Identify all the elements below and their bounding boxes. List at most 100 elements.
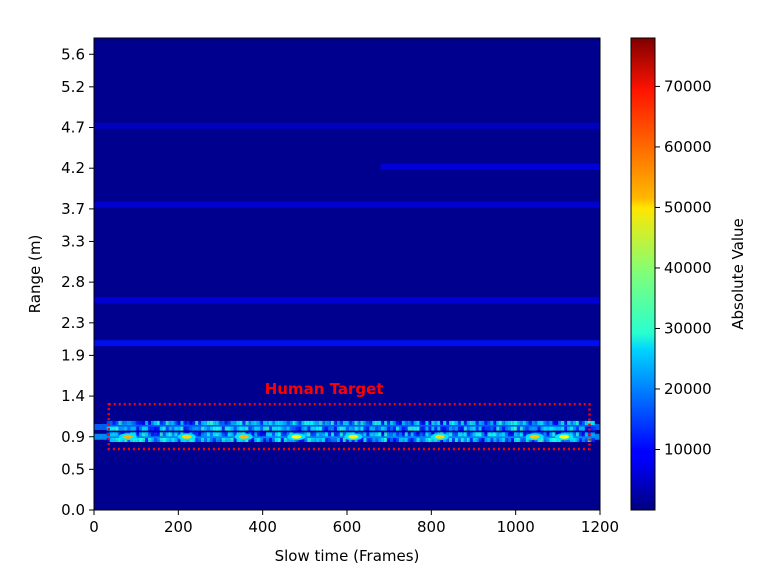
target-speckle bbox=[209, 426, 216, 431]
target-speckle bbox=[304, 438, 311, 443]
hotspot bbox=[529, 434, 540, 439]
target-speckle bbox=[451, 426, 458, 431]
target-speckle bbox=[109, 426, 114, 431]
target-speckle bbox=[115, 420, 120, 425]
y-axis-ticks: 0.0 0.5 0.9 1.4 1.9 2.3 2.8 3.3 3.7 4.2 4.7 5.2 5.6 bbox=[61, 45, 94, 519]
range-band bbox=[94, 297, 600, 304]
target-speckle bbox=[198, 420, 204, 425]
target-speckle bbox=[280, 426, 287, 431]
target-speckle bbox=[221, 426, 226, 431]
target-speckle bbox=[404, 438, 410, 443]
target-speckle bbox=[301, 438, 306, 443]
target-speckle bbox=[215, 432, 221, 437]
target-speckle bbox=[451, 420, 458, 425]
target-speckle bbox=[516, 432, 521, 437]
target-speckle bbox=[513, 420, 518, 425]
target-speckle bbox=[366, 420, 372, 425]
target-speckle bbox=[268, 426, 275, 431]
target-speckle bbox=[451, 432, 457, 437]
target-speckle bbox=[227, 426, 232, 431]
target-speckle bbox=[201, 432, 207, 437]
target-speckle bbox=[463, 438, 468, 443]
target-speckle bbox=[398, 426, 403, 431]
target-speckle bbox=[484, 420, 489, 425]
target-speckle bbox=[543, 426, 549, 431]
target-speckle bbox=[286, 432, 291, 437]
target-speckle bbox=[449, 426, 453, 431]
target-speckle bbox=[183, 420, 187, 425]
target-speckle bbox=[546, 420, 551, 425]
target-speckle bbox=[555, 438, 561, 443]
target-speckle bbox=[257, 432, 263, 437]
target-speckle bbox=[552, 438, 558, 443]
target-speckle bbox=[233, 426, 238, 431]
target-speckle bbox=[112, 432, 117, 437]
target-speckle bbox=[162, 438, 167, 443]
target-speckle bbox=[336, 438, 341, 443]
target-speckle bbox=[174, 420, 180, 425]
target-speckle bbox=[419, 420, 425, 425]
hotspot bbox=[434, 434, 445, 439]
target-speckle bbox=[490, 438, 494, 443]
target-speckle bbox=[342, 438, 348, 443]
target-speckle bbox=[254, 426, 261, 431]
target-speckle bbox=[499, 432, 505, 437]
target-speckle bbox=[145, 420, 149, 425]
target-speckle bbox=[307, 420, 314, 425]
target-speckle bbox=[363, 426, 369, 431]
target-speckle bbox=[581, 420, 587, 425]
colorbar-tick-label: 40000 bbox=[664, 259, 712, 277]
target-speckle bbox=[301, 426, 307, 431]
target-speckle bbox=[567, 438, 571, 443]
target-speckle bbox=[392, 420, 397, 425]
target-speckle bbox=[280, 432, 284, 437]
colorbar-tick-label: 20000 bbox=[664, 380, 712, 398]
target-speckle bbox=[381, 426, 386, 431]
target-speckle bbox=[395, 420, 401, 425]
target-speckle bbox=[469, 420, 476, 425]
target-speckle bbox=[360, 438, 366, 443]
target-speckle bbox=[384, 432, 390, 437]
y-tick-label: 0.5 bbox=[61, 460, 85, 478]
target-speckle bbox=[168, 432, 173, 437]
target-speckle bbox=[496, 438, 502, 443]
target-speckle bbox=[422, 432, 427, 437]
target-speckle bbox=[289, 438, 295, 443]
target-speckle bbox=[578, 432, 583, 437]
target-speckle bbox=[192, 420, 198, 425]
target-speckle bbox=[413, 420, 420, 425]
target-speckle bbox=[322, 432, 327, 437]
colorbar-tick-label: 30000 bbox=[664, 319, 712, 337]
target-speckle bbox=[449, 438, 453, 443]
target-speckle bbox=[195, 438, 199, 443]
x-tick-label: 1200 bbox=[581, 518, 619, 536]
target-speckle bbox=[348, 426, 354, 431]
target-speckle bbox=[115, 438, 121, 443]
target-speckle bbox=[339, 420, 343, 425]
target-speckle bbox=[578, 438, 583, 443]
x-tick-label: 0 bbox=[89, 518, 99, 536]
target-speckle bbox=[531, 420, 535, 425]
target-speckle bbox=[171, 432, 176, 437]
target-speckle bbox=[407, 438, 411, 443]
target-speckle bbox=[516, 438, 522, 443]
target-speckle bbox=[490, 420, 496, 425]
target-speckle bbox=[136, 438, 142, 443]
target-speckle bbox=[472, 420, 478, 425]
target-speckle bbox=[274, 426, 279, 431]
target-speckle bbox=[363, 432, 369, 437]
target-speckle bbox=[139, 420, 145, 425]
target-speckle bbox=[505, 438, 511, 443]
target-speckle bbox=[561, 420, 566, 425]
y-tick-label: 2.3 bbox=[61, 314, 85, 332]
target-speckle bbox=[537, 426, 542, 431]
target-speckle bbox=[478, 426, 482, 431]
target-speckle bbox=[508, 432, 512, 437]
target-speckle bbox=[481, 432, 486, 437]
target-speckle bbox=[357, 426, 363, 431]
target-speckle bbox=[407, 432, 413, 437]
target-speckle bbox=[251, 438, 255, 443]
target-speckle bbox=[333, 432, 338, 437]
target-speckle bbox=[584, 432, 589, 437]
x-tick-label: 800 bbox=[417, 518, 446, 536]
